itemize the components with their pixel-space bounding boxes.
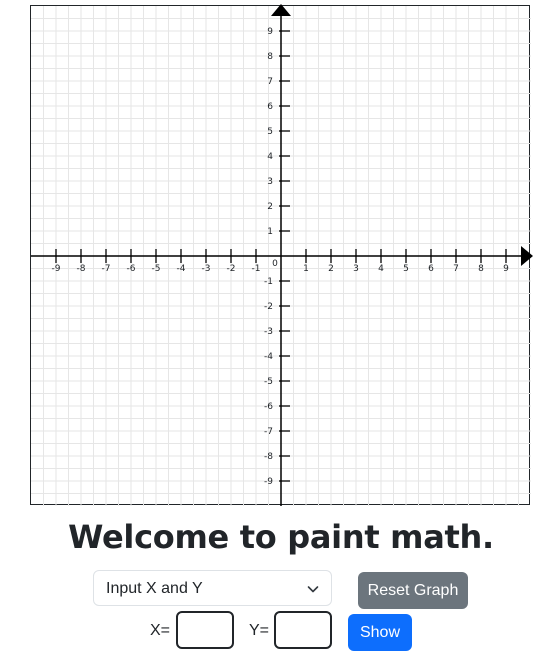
y-tick-label: -4 [264,352,273,362]
x-tick-label: -9 [52,264,61,274]
x-tick-label: -2 [227,264,236,274]
y-axis-arrow [271,4,291,16]
x-input-label: X= [150,622,171,639]
coordinate-plane: -9 -8 -7 -6 -5 -4 -3 -2 -1 1 2 3 4 5 6 7 8 9 9 8 7 6 5 4 3 2 1 -1 -2… [31,4,533,506]
mode-select-value: Input X and Y [106,580,203,597]
y-tick-label: 6 [267,102,273,112]
x-tick-label: 3 [353,264,359,274]
x-input[interactable] [176,611,234,649]
y-tick-label: 3 [267,177,273,187]
x-tick-label: -5 [152,264,161,274]
chevron-down-icon [307,586,319,593]
y-tick-label: -7 [264,427,273,437]
y-input-label: Y= [249,622,270,639]
x-tick-label: 1 [303,264,309,274]
mode-select[interactable]: Input X and Y [93,570,332,606]
y-tick-label: -5 [264,377,273,387]
x-tick-label: -7 [102,264,111,274]
y-tick-label: -3 [264,327,273,337]
origin-label: 0 [272,259,278,269]
x-axis-arrow [521,246,533,266]
x-tick-label: 9 [503,264,509,274]
y-input[interactable] [274,611,332,649]
x-tick-label: 5 [403,264,409,274]
x-tick-label: -3 [202,264,211,274]
y-tick-label: 9 [267,27,273,37]
x-tick-label: -8 [77,264,86,274]
show-button[interactable]: Show [348,614,412,651]
page-title: Welcome to paint math. [68,518,494,556]
graph-canvas[interactable]: -9 -8 -7 -6 -5 -4 -3 -2 -1 1 2 3 4 5 6 7 8 9 9 8 7 6 5 4 3 2 1 -1 -2… [30,4,533,506]
x-tick-label: 8 [478,264,484,274]
y-tick-label: -1 [264,277,273,287]
reset-graph-button[interactable]: Reset Graph [358,572,468,609]
y-tick-label: 2 [267,202,273,212]
y-tick-label: -2 [264,302,273,312]
x-tick-label: -6 [127,264,136,274]
y-tick-label: 5 [267,127,273,137]
x-tick-label: -4 [177,264,186,274]
x-tick-label: -1 [252,264,261,274]
y-tick-label: -9 [264,477,273,487]
y-tick-label: 7 [267,77,273,87]
x-tick-label: 7 [453,264,459,274]
y-tick-label: 8 [267,52,273,62]
y-tick-label: -8 [264,452,273,462]
y-tick-label: 4 [267,152,273,162]
x-tick-label: 2 [328,264,334,274]
y-tick-label: -6 [264,402,273,412]
x-tick-label: 6 [428,264,434,274]
y-tick-label: 1 [267,227,273,237]
x-tick-label: 4 [378,264,384,274]
